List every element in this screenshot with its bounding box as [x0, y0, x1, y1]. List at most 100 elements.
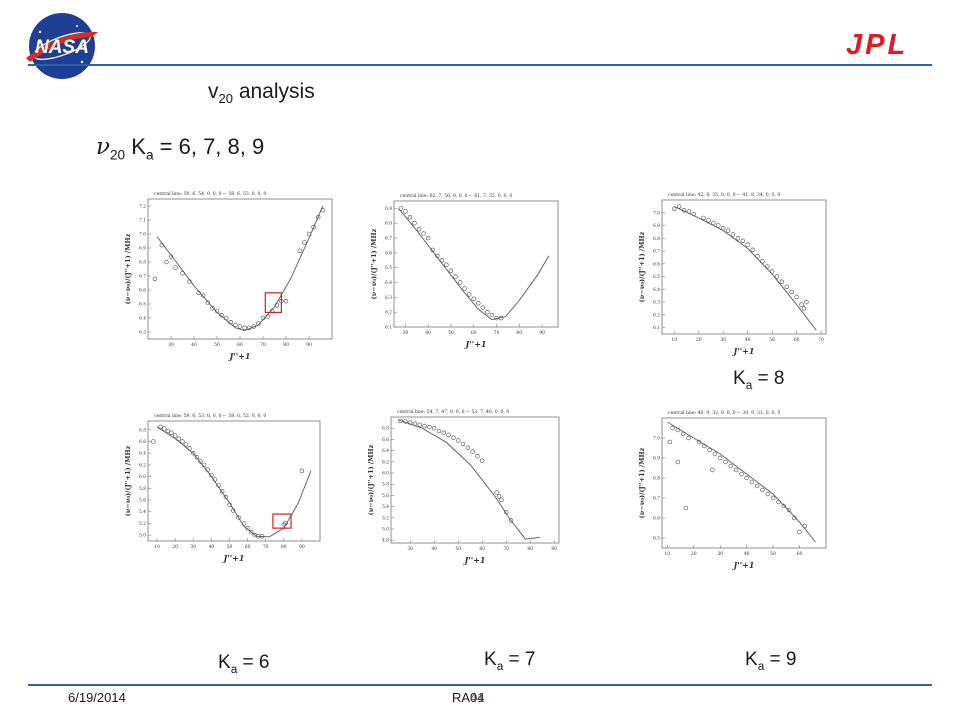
data-point: [169, 430, 174, 435]
data-point: [480, 305, 486, 310]
y-tick-label: 5.8: [382, 483, 389, 488]
x-tick-label: 10: [664, 551, 670, 557]
data-point: [446, 432, 451, 438]
y-tick-label: 5.6: [139, 499, 146, 504]
y-tick-label: 5.0: [382, 528, 389, 533]
data-point: [702, 443, 707, 449]
fit-plot-ka7-bottom: central line: 54, 7, 47, 0, 0, 0 ← 53, 7…: [367, 409, 560, 565]
data-point: [496, 494, 502, 499]
data-point: [302, 240, 307, 245]
data-point: [723, 459, 728, 465]
data-point: [200, 293, 206, 298]
fit-plot-ka6-top: central line: 59, 6, 54, 0, 0, 0 ← 58, 6…: [124, 191, 333, 361]
x-tick-label: 10: [154, 544, 160, 550]
data-point: [176, 436, 181, 441]
data-point: [739, 471, 744, 477]
data-point: [686, 435, 691, 441]
y-tick-label: 6.8: [139, 428, 146, 433]
data-point: [242, 325, 247, 331]
plot-header: central line: 40, 9, 32, 0, 0, 0 ← 39, 9…: [668, 410, 780, 416]
x-axis-label: J''+1: [463, 555, 486, 565]
y-tick-label: 6.6: [139, 289, 146, 294]
y-tick-label: 6.3: [653, 301, 660, 306]
y-tick-label: 5.0: [139, 534, 146, 539]
data-point: [683, 505, 688, 511]
data-point: [198, 459, 203, 464]
data-point: [799, 302, 804, 307]
plot-header: central line: 42, 8, 35, 0, 0, 0 ← 41, 8…: [668, 192, 780, 198]
data-point: [407, 420, 413, 425]
data-point: [470, 449, 475, 454]
y-tick-label: 5.2: [382, 516, 389, 521]
label-ka6: Ka = 6: [218, 652, 270, 676]
data-point: [499, 497, 504, 503]
y-tick-label: 6.6: [653, 262, 660, 267]
y-tick-label: 6.6: [385, 251, 392, 256]
data-point: [475, 453, 480, 459]
svg-text:NASA: NASA: [35, 37, 89, 58]
data-point: [770, 495, 776, 501]
data-point: [794, 294, 799, 300]
y-tick-label: 4.8: [382, 539, 389, 544]
x-tick-label: 50: [770, 551, 776, 557]
data-point: [210, 305, 215, 311]
data-point: [508, 518, 514, 523]
y-tick-label: 6.3: [139, 331, 146, 336]
x-tick-label: 60: [797, 551, 803, 557]
data-point: [760, 487, 765, 493]
x-axis-label: J''+1: [228, 351, 251, 361]
data-point: [786, 507, 792, 513]
x-tick-label: 70: [494, 330, 500, 336]
y-tick-label: 7.0: [653, 211, 660, 216]
x-tick-label: 60: [479, 546, 485, 552]
y-tick-label: 6.4: [139, 452, 146, 457]
data-point: [802, 523, 808, 529]
y-tick-label: 6.2: [139, 463, 146, 468]
data-point: [180, 439, 185, 444]
data-point: [260, 315, 266, 321]
data-point: [675, 427, 681, 433]
data-point: [717, 455, 723, 461]
data-point: [407, 215, 413, 220]
y-axis-label: (ν−ν₀)/(J''+1) /MHz: [638, 231, 646, 302]
y-tick-label: 6.2: [385, 311, 392, 316]
y-tick-label: 6.9: [653, 457, 660, 462]
x-tick-label: 90: [299, 544, 305, 550]
data-point: [750, 247, 755, 252]
y-tick-label: 7.0: [653, 437, 660, 442]
slide-title: v20 analysis: [208, 80, 315, 107]
y-tick-label: 6.3: [385, 296, 392, 301]
page-number: 41: [470, 690, 485, 705]
data-point: [228, 320, 234, 325]
highlight-box: [272, 513, 292, 529]
data-point: [183, 442, 189, 447]
data-point: [212, 477, 218, 482]
x-axis-label: J''+1: [222, 553, 245, 563]
y-tick-label: 5.6: [382, 494, 389, 499]
y-tick-label: 6.7: [139, 275, 146, 280]
nasa-logo: NASA: [26, 13, 98, 79]
y-tick-label: 6.4: [382, 449, 389, 454]
data-point: [403, 209, 408, 214]
x-tick-label: 70: [818, 337, 824, 343]
y-tick-label: 6.5: [139, 303, 146, 308]
data-point: [710, 467, 715, 473]
data-point: [417, 422, 422, 427]
data-point: [274, 303, 280, 308]
y-tick-label: 5.4: [382, 505, 389, 510]
x-tick-label: 30: [403, 330, 409, 336]
data-point: [398, 418, 403, 424]
y-tick-label: 6.8: [653, 237, 660, 242]
data-point: [168, 254, 174, 259]
y-tick-label: 6.2: [382, 460, 389, 465]
data-point: [205, 300, 211, 305]
data-point: [403, 419, 408, 424]
data-point: [462, 286, 467, 291]
x-tick-label: 90: [306, 342, 312, 348]
data-point: [696, 439, 702, 445]
plot-frame: [393, 200, 559, 328]
data-point: [676, 204, 682, 209]
data-point: [205, 467, 210, 472]
data-point: [251, 324, 257, 329]
x-tick-label: 40: [745, 337, 751, 343]
